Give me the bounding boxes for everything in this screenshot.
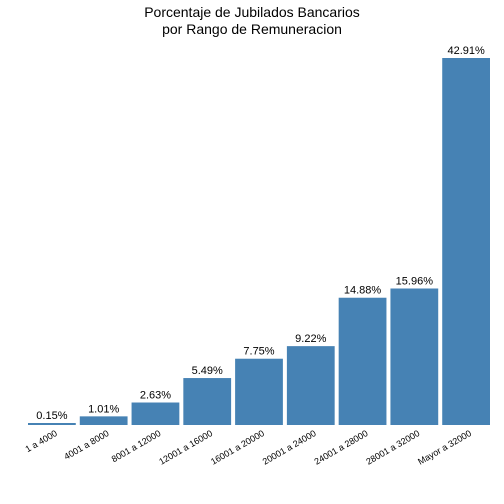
- data-label-5: 7.75%: [243, 346, 274, 358]
- data-label-8: 15.96%: [396, 276, 434, 288]
- data-label-6: 9.22%: [295, 333, 326, 345]
- x-tick-label-5: 16001 a 20000: [209, 428, 266, 467]
- data-label-3: 2.63%: [140, 390, 171, 402]
- bar-3: [131, 402, 180, 425]
- data-label-2: 1.01%: [88, 403, 119, 415]
- bar-8: [390, 288, 439, 425]
- data-labels-group: 0.15% 1.01% 2.63% 5.49% 7.75% 9.22% 14.88% 15.9…: [36, 45, 485, 422]
- chart-title: Porcentaje de Jubilados Bancarios por Ra…: [0, 4, 504, 38]
- x-tick-label-8: 28001 a 32000: [364, 428, 421, 467]
- x-tick-label-6: 20001 a 24000: [261, 428, 318, 467]
- data-label-1: 0.15%: [36, 410, 67, 422]
- bar-2: [79, 416, 128, 425]
- data-label-9: 42.91%: [447, 45, 485, 57]
- bars-group: [28, 58, 490, 425]
- bar-5: [235, 358, 283, 425]
- bar-7: [338, 297, 387, 425]
- x-tick-label-1: 1 a 4000: [24, 428, 59, 454]
- chart-title-line-1: Porcentaje de Jubilados Bancarios: [144, 4, 360, 20]
- x-tick-label-2: 4001 a 8000: [62, 428, 110, 462]
- bar-4: [183, 378, 232, 425]
- x-tick-label-9: Mayor a 32000: [416, 428, 473, 467]
- bar-9: [442, 58, 490, 425]
- bar-1: [28, 423, 76, 425]
- bar-6: [286, 346, 335, 425]
- x-tick-label-3: 8001 a 12000: [110, 428, 163, 464]
- x-tick-label-4: 12001 a 16000: [157, 428, 214, 467]
- x-tick-label-7: 24001 a 28000: [313, 428, 370, 467]
- data-label-4: 5.49%: [192, 365, 223, 377]
- data-label-7: 14.88%: [344, 285, 382, 297]
- chart-title-line-2: por Rango de Remuneracion: [162, 21, 342, 37]
